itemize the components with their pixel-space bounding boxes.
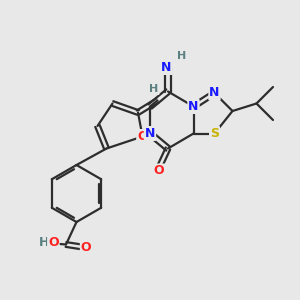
Text: H: H [39,236,50,250]
Text: O: O [81,241,92,254]
Text: N: N [145,127,155,140]
Text: H: H [177,51,186,61]
Text: O: O [137,130,148,143]
Text: S: S [210,127,219,140]
Text: N: N [161,61,172,74]
Text: N: N [188,100,199,113]
Text: N: N [209,86,220,100]
Text: O: O [154,164,164,178]
Text: O: O [48,236,59,250]
Text: H: H [149,84,158,94]
